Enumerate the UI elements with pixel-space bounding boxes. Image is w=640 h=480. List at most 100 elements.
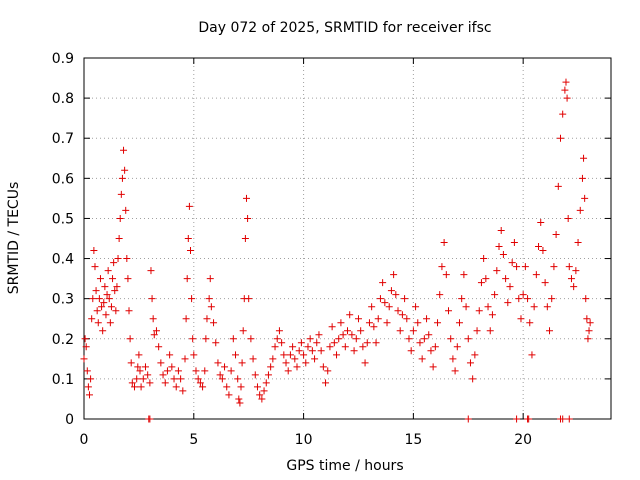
- data-point: [425, 331, 433, 339]
- data-point: [394, 307, 402, 315]
- data-point: [405, 335, 413, 343]
- data-point: [148, 295, 156, 303]
- data-point: [513, 415, 521, 423]
- data-point: [440, 239, 448, 247]
- data-point: [264, 371, 272, 379]
- data-point: [337, 319, 345, 327]
- data-point: [491, 291, 499, 299]
- data-point: [80, 355, 88, 363]
- data-point: [260, 387, 268, 395]
- data-point: [341, 343, 349, 351]
- data-point: [90, 247, 98, 255]
- data-point: [186, 247, 194, 255]
- x-tick-label: 5: [189, 432, 198, 448]
- data-point: [344, 327, 351, 335]
- data-point: [449, 355, 457, 363]
- data-point: [548, 295, 556, 303]
- data-point: [121, 166, 129, 174]
- data-point: [354, 315, 362, 323]
- data-point: [328, 323, 336, 331]
- data-point: [214, 359, 222, 367]
- data-point: [365, 319, 373, 327]
- data-point: [580, 154, 588, 162]
- data-point: [223, 383, 231, 391]
- data-point: [112, 307, 120, 315]
- data-point: [409, 327, 417, 335]
- data-point: [251, 371, 259, 379]
- data-point: [559, 415, 567, 423]
- data-point: [82, 343, 90, 351]
- data-point: [502, 275, 510, 283]
- data-point: [460, 271, 468, 279]
- data-point: [183, 275, 191, 283]
- data-point: [113, 283, 121, 291]
- data-point: [202, 335, 210, 343]
- data-point: [146, 415, 154, 423]
- data-point: [253, 383, 261, 391]
- plot-frame: [83, 57, 612, 420]
- data-point: [203, 315, 211, 323]
- data-point: [110, 259, 118, 267]
- data-point: [543, 303, 551, 311]
- data-point: [379, 279, 387, 287]
- data-point: [126, 335, 134, 343]
- data-point: [295, 347, 303, 355]
- data-point: [280, 351, 288, 359]
- data-point: [85, 391, 93, 399]
- data-point: [256, 391, 264, 399]
- data-point: [552, 230, 560, 238]
- data-point: [291, 355, 299, 363]
- data-point: [445, 307, 453, 315]
- data-point: [398, 311, 406, 319]
- data-point: [98, 303, 106, 311]
- data-point: [179, 387, 187, 395]
- y-tick-label: 0.7: [52, 131, 74, 147]
- data-point: [311, 355, 319, 363]
- data-point: [127, 359, 135, 367]
- data-point: [576, 206, 584, 214]
- data-point: [163, 367, 171, 375]
- data-point: [396, 327, 404, 335]
- data-point: [319, 363, 327, 371]
- data-point: [135, 351, 143, 359]
- data-point: [436, 291, 444, 299]
- data-point: [521, 263, 529, 271]
- data-point: [313, 339, 321, 347]
- data-point: [513, 263, 521, 271]
- data-point: [94, 319, 102, 327]
- data-point: [306, 335, 314, 343]
- data-point: [376, 295, 384, 303]
- data-point: [517, 315, 525, 323]
- data-point: [144, 371, 152, 379]
- data-point: [116, 214, 124, 222]
- data-point: [225, 391, 233, 399]
- y-axis-label: SRMTID / TECUs: [6, 182, 22, 295]
- y-tick-label: 0: [65, 412, 74, 428]
- data-point: [184, 235, 192, 242]
- data-point: [89, 295, 97, 303]
- data-point: [297, 339, 305, 347]
- data-point: [326, 343, 334, 351]
- data-point: [275, 327, 283, 335]
- data-point: [556, 134, 564, 142]
- data-point: [149, 315, 157, 323]
- data-point: [146, 379, 154, 387]
- y-tick-label: 0.3: [52, 292, 74, 308]
- data-point: [111, 287, 119, 295]
- data-point: [480, 255, 488, 263]
- data-point: [350, 347, 358, 355]
- data-point: [374, 315, 382, 323]
- y-tick-label: 0.2: [52, 332, 74, 348]
- data-point: [407, 347, 415, 355]
- data-point: [147, 267, 155, 275]
- data-point: [300, 351, 308, 359]
- data-point: [155, 343, 163, 351]
- data-point: [92, 287, 100, 295]
- data-point: [515, 295, 523, 303]
- data-point: [497, 226, 505, 234]
- data-point: [136, 367, 144, 375]
- data-point: [519, 291, 527, 299]
- data-point: [385, 303, 393, 311]
- data-point: [182, 315, 190, 323]
- chart-title: Day 072 of 2025, SRMTID for receiver ifs…: [198, 20, 491, 36]
